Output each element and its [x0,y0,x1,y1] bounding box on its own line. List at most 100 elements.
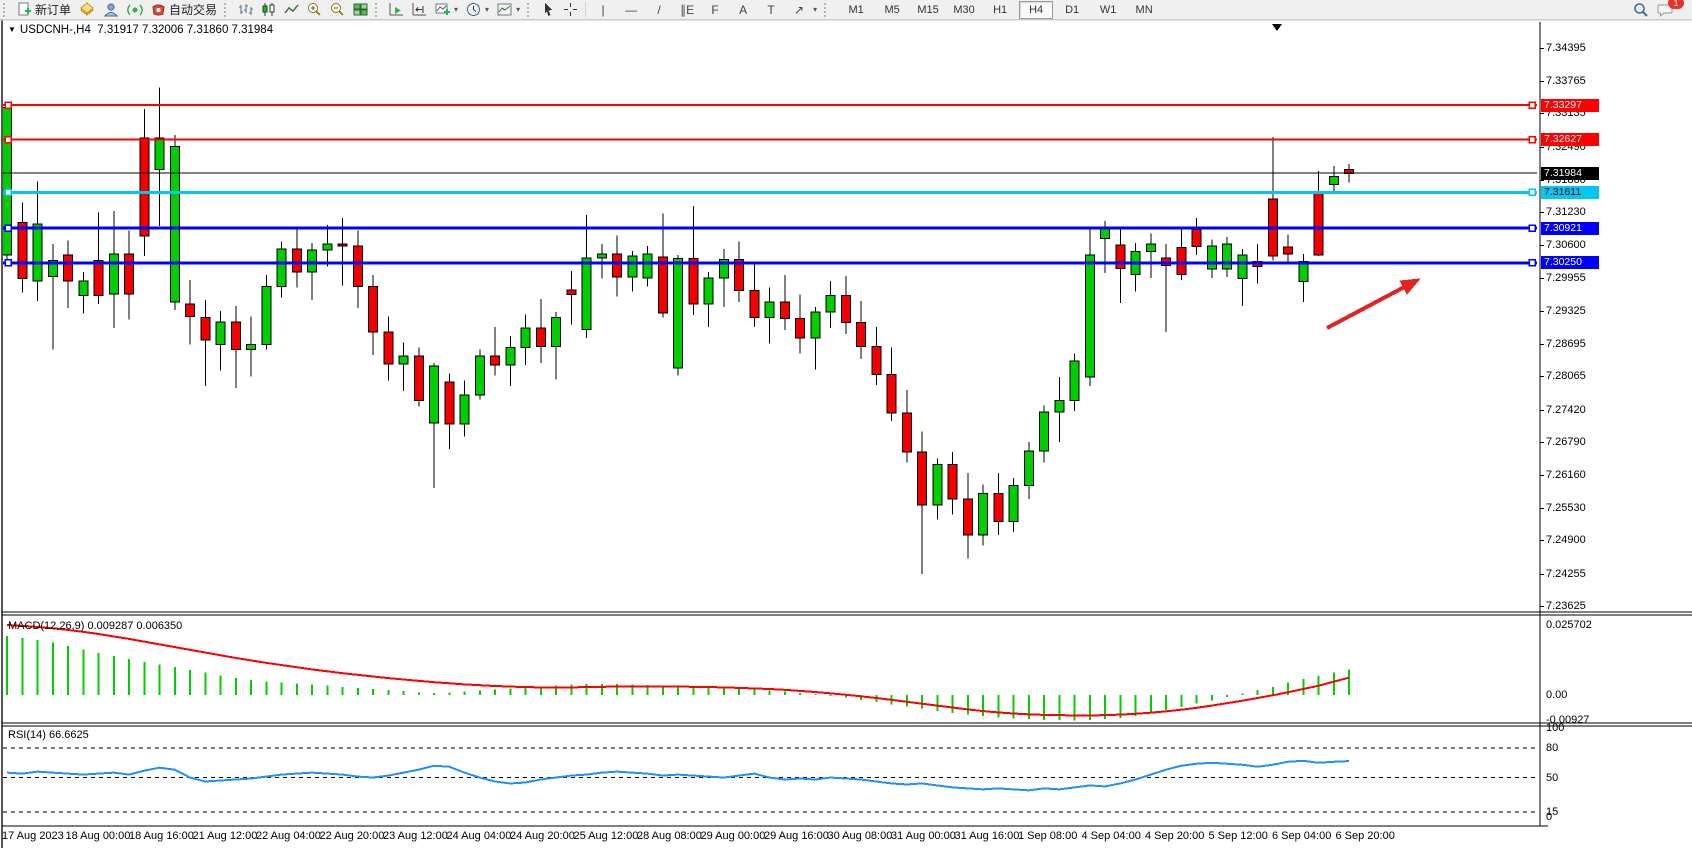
equidistant-channel-tool-button[interactable]: ∥E [673,1,701,18]
chart-shift-icon [412,3,427,16]
toolbar-grip[interactable] [824,2,831,17]
timeframe-M15-button[interactable]: M15 [917,3,939,16]
chart-shift-marker [1272,24,1282,31]
time-axis-label: 31 Aug 00:00 [891,830,956,842]
macd-axis-label: 0.025702 [1546,619,1592,631]
new-order-button[interactable]: 新订单 [13,1,75,18]
toolbar-grip[interactable] [527,2,534,17]
timeframe-W1-button[interactable]: W1 [1099,3,1117,16]
price-axis-tick: 7.30600 [1546,238,1586,251]
arrows-tool-button[interactable]: ↗ ▾ [785,1,821,18]
dropdown-caret-icon: ▾ [485,5,490,14]
community-button[interactable] [99,1,123,18]
timeframe-M30-button[interactable]: M30 [953,3,975,16]
price-axis-tickmark [1540,80,1544,82]
tile-windows-button[interactable] [349,1,372,18]
time-axis-label: 1 Sep 08:00 [1018,830,1078,842]
line-chart-mode-button[interactable] [280,1,303,18]
time-axis-label: 23 Aug 12:00 [383,830,448,842]
toolbar-grip[interactable] [224,2,231,17]
fibonacci-tool-icon: F [711,2,719,17]
crosshair-tool-button[interactable] [559,1,582,18]
rsi-axis-label: 15 [1546,806,1559,819]
price-axis-tick: 7.28695 [1546,337,1586,350]
zoom-in-button[interactable] [303,1,326,18]
text-label-tool-icon: T [767,2,775,17]
price-axis-tickmark [1540,409,1544,411]
arrows-tool-icon: ↗ [794,2,805,17]
timeframe-M1-button[interactable]: M1 [848,3,864,16]
new-order-icon [18,2,31,16]
tile-windows-icon [353,3,368,16]
notifications-button[interactable]: 1 [1653,0,1684,18]
templates-icon [497,3,512,16]
line-chart-icon [284,4,299,14]
fibonacci-tool-button[interactable]: F [701,1,729,18]
time-axis-label: 30 Aug 08:00 [827,830,893,842]
arrow-annotation[interactable] [1326,278,1421,330]
macd-indicator [6,624,1350,721]
horizontal-line-tool-button[interactable]: — [617,1,645,18]
candlestick-mode-button[interactable] [257,1,280,18]
chart-quote: 7.31917 7.32006 7.31860 7.31984 [97,24,274,36]
price-axis-tickmark [1540,146,1544,148]
trendline-tool-button[interactable]: / [645,1,673,18]
time-axis-label: 4 Sep 20:00 [1145,830,1205,842]
timeframe-H4-button[interactable]: H4 [1019,0,1054,19]
community-icon [103,3,119,17]
time-axis-label: 22 Aug 20:00 [319,830,385,842]
price-axis-tickmark [1540,376,1544,378]
auto-scroll-icon [389,3,404,16]
time-axis-label: 29 Aug 16:00 [764,830,829,842]
periods-button[interactable]: ▾ [462,1,493,18]
rsi-axis-label: 50 [1546,771,1559,784]
time-axis-label: 18 Aug 16:00 [129,830,194,842]
hline-price-label: 7.30921 [1541,221,1599,235]
price-axis-tick: 7.31230 [1546,206,1586,219]
vertical-line-tool-button[interactable]: | [589,1,617,18]
chart-dropdown-icon[interactable]: ▼ [8,25,16,34]
toolbar-grip[interactable] [375,2,382,17]
main-toolbar: 新订单 自动交易 [0,0,1692,20]
chart-shift-button[interactable] [408,1,431,18]
autotrading-button[interactable]: 自动交易 [147,1,221,18]
signals-button[interactable] [123,1,147,18]
time-axis-label: 6 Sep 20:00 [1335,830,1395,842]
text-tool-button[interactable]: A [729,1,757,18]
funds-button[interactable] [75,1,99,18]
new-chart-button[interactable]: ▾ [431,1,462,18]
time-axis-label: 17 Aug 2023 [2,830,64,842]
templates-button[interactable]: ▾ [493,1,524,18]
timeframe-MN-button[interactable]: MN [1135,3,1153,16]
timeframe-H1-button[interactable]: H1 [993,3,1008,16]
macd-axis-label: 0.00 [1546,689,1568,701]
bar-chart-icon [239,4,254,15]
zoom-out-button[interactable] [326,1,349,18]
price-axis-tick: 7.25530 [1546,501,1586,514]
price-axis-tick: 7.27420 [1546,403,1586,416]
auto-scroll-button[interactable] [385,1,408,18]
timeframe-M5-button[interactable]: M5 [884,3,900,16]
cursor-tool-button[interactable] [537,1,559,18]
search-icon [1634,2,1648,17]
hline-price-label: 7.33297 [1541,98,1599,112]
price-axis-tickmark [1540,343,1544,345]
toolbar-grip[interactable] [3,2,10,17]
timeframe-D1-button[interactable]: D1 [1065,3,1080,16]
search-button[interactable] [1629,1,1653,18]
clock-icon [467,3,481,16]
time-axis-label: 22 Aug 04:00 [256,830,321,842]
candlestick-icon [262,3,275,16]
bar-chart-mode-button[interactable] [234,1,257,18]
rsi-axis-label: 100 [1546,722,1565,735]
funds-icon [80,2,94,16]
text-label-tool-button[interactable]: T [757,1,785,18]
price-axis-tickmark [1540,179,1544,181]
zoom-out-icon [331,3,344,16]
drawing-tools-group: | — / ∥E F A T ↗ ▾ [589,1,821,18]
crosshair-icon [564,3,578,16]
hline-price-label: 7.30250 [1541,256,1599,270]
candlesticks [3,87,1354,575]
